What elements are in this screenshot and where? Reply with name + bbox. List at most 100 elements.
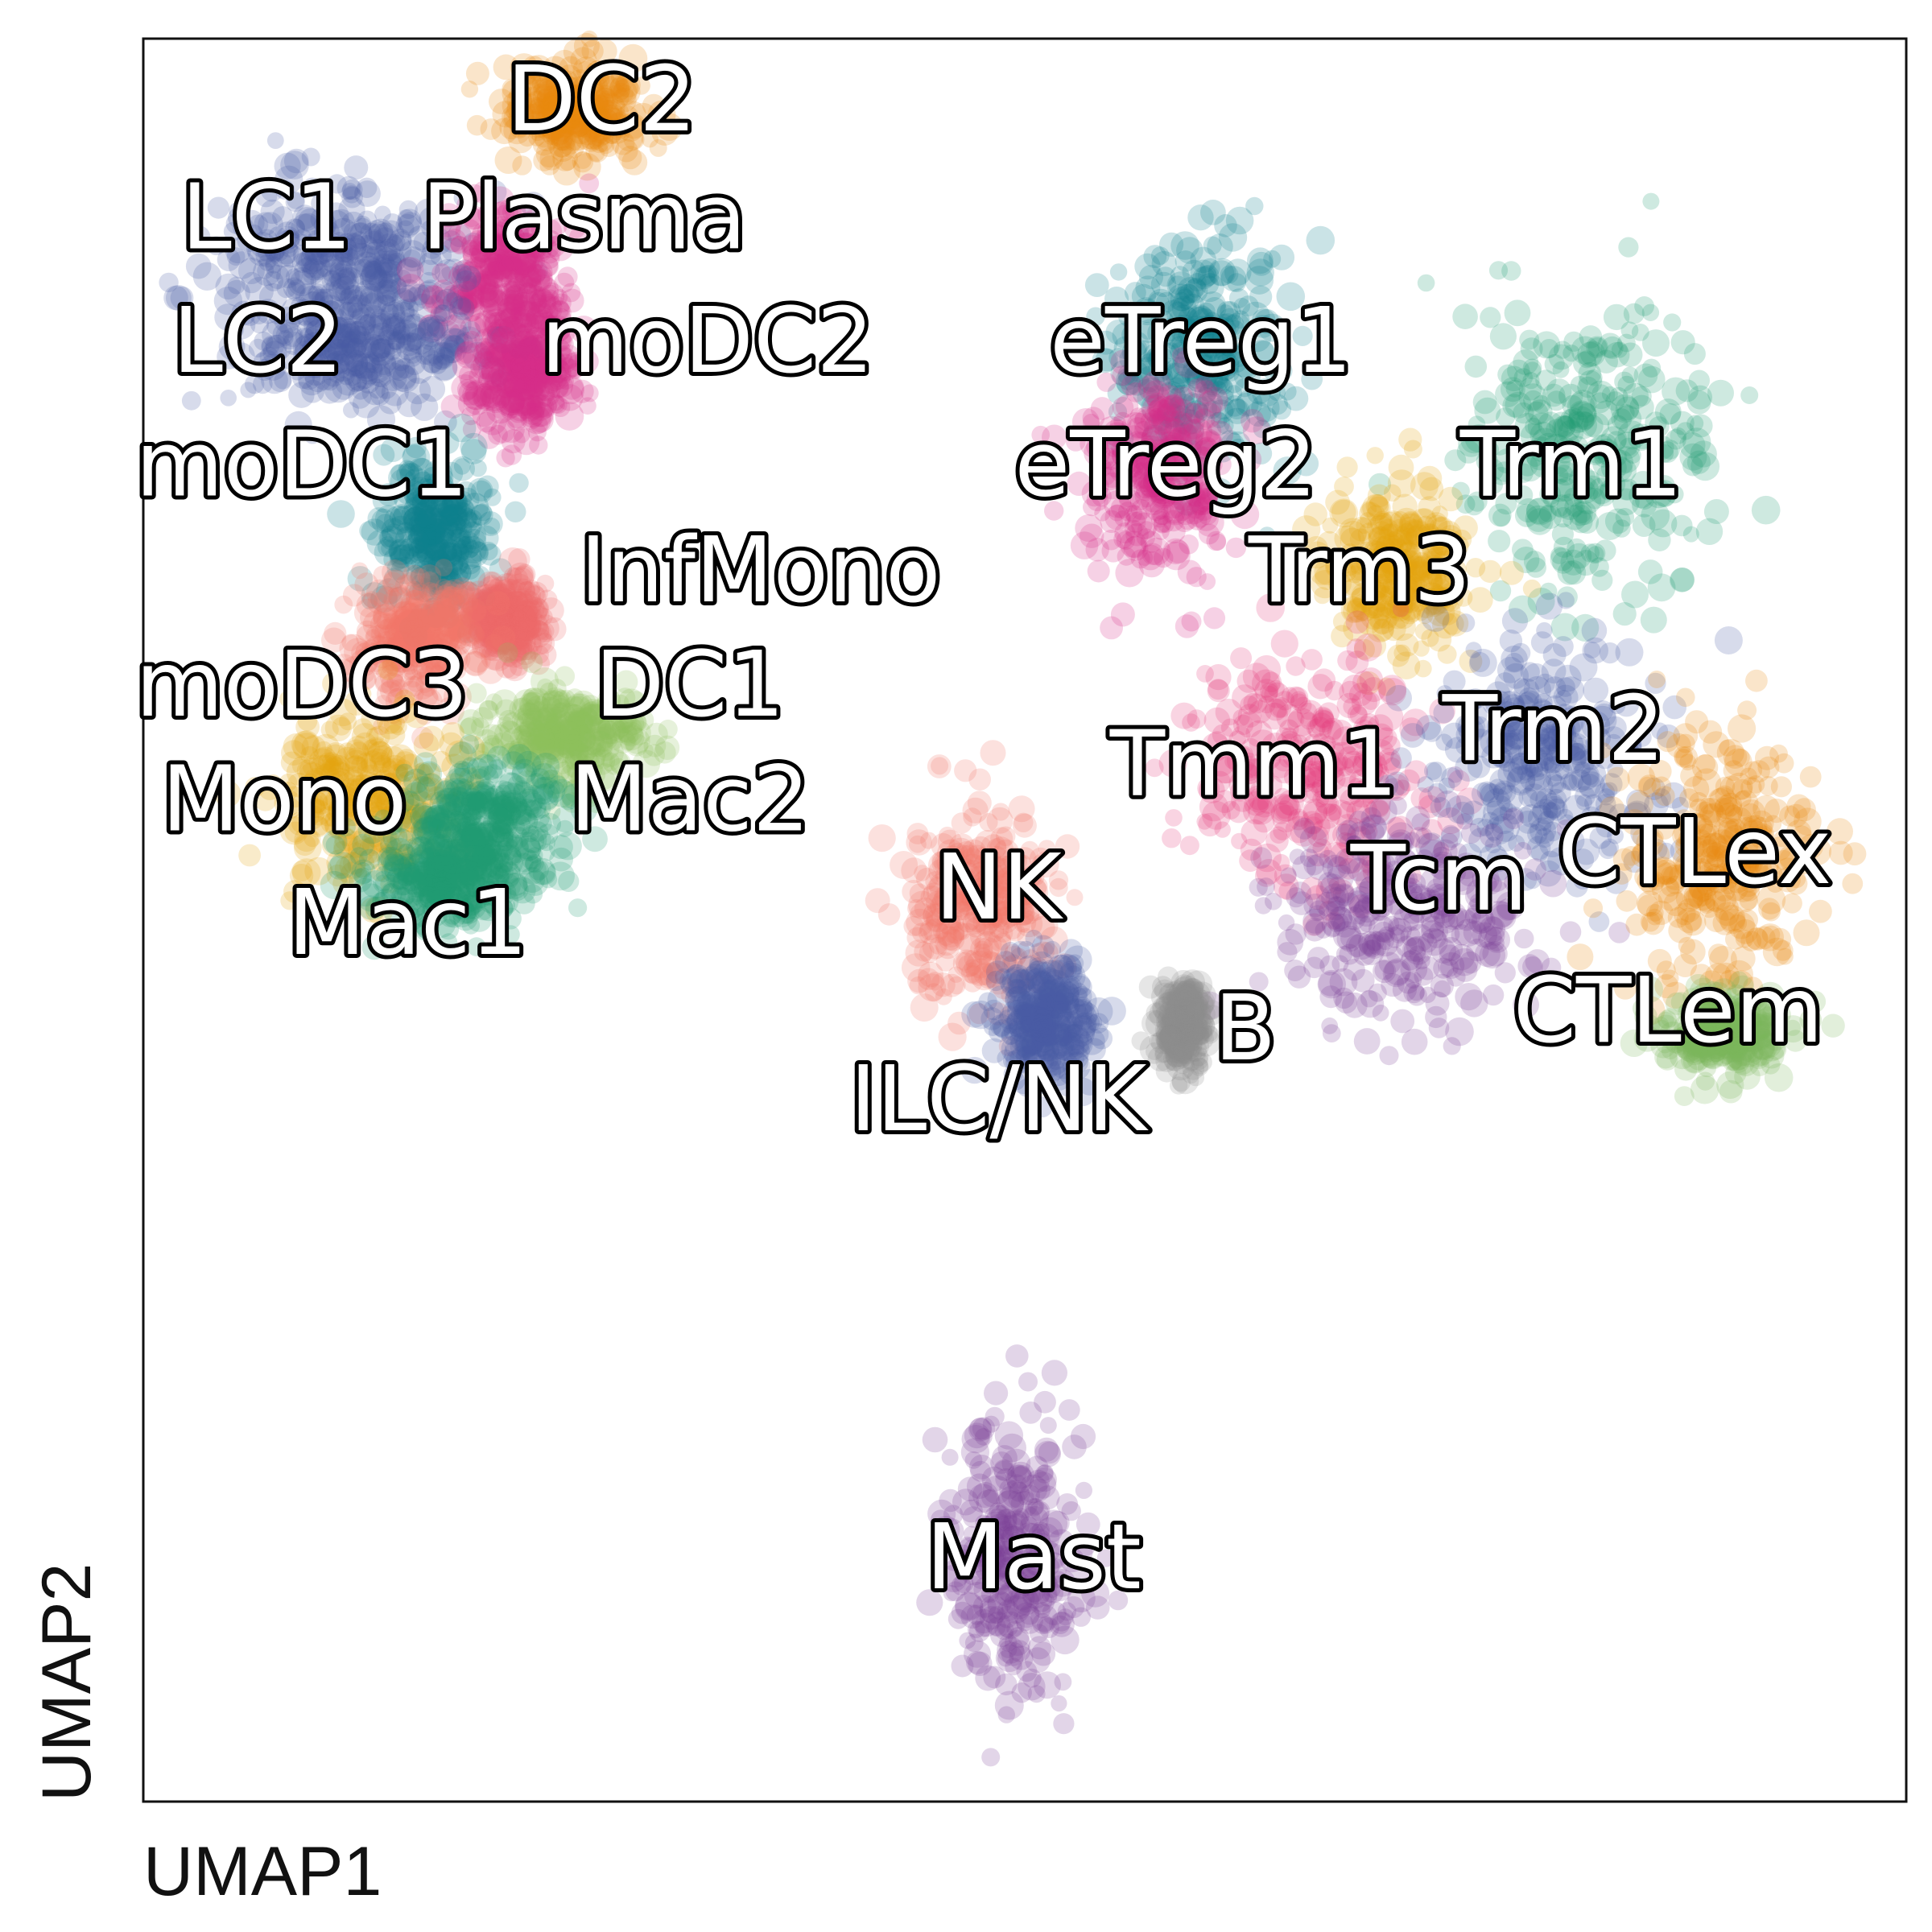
scatter-point: [287, 191, 305, 209]
scatter-point: [441, 237, 466, 262]
scatter-point: [498, 301, 521, 324]
scatter-point: [395, 213, 420, 238]
scatter-point: [522, 314, 542, 334]
scatter-point: [354, 217, 372, 235]
scatter-point: [433, 302, 458, 327]
scatter-point: [268, 226, 287, 245]
scatter-point: [484, 253, 507, 277]
scatter-point: [373, 222, 399, 249]
scatter-point: [512, 245, 540, 273]
scatter-point: [294, 228, 312, 246]
scatter-point: [462, 265, 489, 292]
scatter-point: [387, 332, 407, 351]
scatter-point: [376, 278, 401, 303]
scatter-point: [540, 289, 559, 308]
scatter-point: [327, 174, 347, 194]
cluster-modc2-points: [440, 280, 599, 468]
scatter-point: [460, 234, 482, 256]
scatter-point: [592, 71, 610, 89]
scatter-point: [388, 360, 410, 382]
scatter-point: [365, 220, 389, 244]
scatter-point: [523, 277, 543, 296]
scatter-point: [527, 294, 547, 313]
scatter-point: [562, 716, 588, 741]
scatter-point: [541, 101, 564, 124]
scatter-point: [245, 224, 263, 242]
scatter-point: [439, 219, 461, 242]
scatter-point: [502, 285, 528, 312]
scatter-point: [239, 304, 261, 326]
scatter-point: [273, 238, 299, 265]
scatter-point: [479, 289, 501, 312]
scatter-point: [548, 109, 572, 133]
scatter-point: [529, 341, 550, 361]
scatter-point: [344, 352, 364, 373]
scatter-point: [378, 303, 399, 325]
scatter-point: [572, 108, 600, 135]
scatter-point: [334, 268, 357, 291]
scatter-point: [572, 119, 590, 138]
scatter-point: [520, 394, 541, 415]
scatter-point: [518, 251, 540, 273]
scatter-point: [345, 358, 364, 377]
scatter-point: [618, 146, 642, 170]
scatter-point: [486, 326, 509, 349]
scatter-point: [371, 338, 392, 359]
scatter-point: [293, 344, 312, 364]
scatter-point: [462, 341, 492, 371]
scatter-point: [400, 308, 421, 329]
scatter-point: [238, 209, 265, 237]
scatter-point: [536, 328, 559, 350]
scatter-point: [490, 344, 514, 368]
scatter-point: [380, 347, 403, 370]
scatter-point: [530, 288, 556, 315]
scatter-point: [275, 229, 300, 254]
scatter-point: [291, 253, 312, 273]
scatter-point: [398, 284, 419, 304]
scatter-point: [610, 79, 638, 106]
scatter-point: [288, 382, 315, 408]
scatter-point: [568, 114, 591, 138]
scatter-point: [343, 285, 363, 305]
scatter-point: [460, 315, 487, 342]
scatter-point: [549, 134, 576, 162]
scatter-point: [280, 229, 300, 250]
scatter-point: [303, 258, 326, 281]
scatter-point: [549, 122, 566, 139]
scatter-point: [512, 104, 535, 126]
scatter-point: [559, 90, 585, 117]
scatter-point: [341, 287, 357, 305]
scatter-point: [368, 223, 389, 244]
scatter-point: [392, 302, 415, 324]
scatter-point: [503, 377, 523, 397]
scatter-point: [564, 109, 592, 137]
scatter-point: [570, 47, 597, 74]
scatter-point: [341, 341, 368, 368]
scatter-point: [504, 253, 521, 270]
scatter-point: [1522, 579, 1542, 598]
scatter-point: [301, 261, 319, 279]
scatter-point: [299, 291, 325, 317]
scatter-point: [535, 108, 559, 132]
scatter-point: [585, 83, 606, 103]
scatter-point: [358, 361, 376, 379]
scatter-point: [577, 126, 597, 146]
scatter-point: [496, 289, 524, 317]
scatter-point: [368, 269, 394, 295]
scatter-point: [368, 221, 394, 248]
scatter-point: [516, 246, 538, 268]
scatter-point: [341, 330, 369, 357]
scatter-point: [504, 215, 530, 242]
scatter-point: [554, 272, 575, 293]
scatter-point: [559, 154, 576, 171]
scatter-point: [296, 213, 320, 237]
scatter-point: [586, 107, 613, 135]
scatter-point: [475, 309, 502, 336]
scatter-point: [371, 352, 397, 378]
scatter-point: [265, 250, 294, 280]
scatter-point: [408, 293, 438, 323]
scatter-point: [446, 312, 472, 337]
scatter-point: [439, 335, 467, 363]
scatter-point: [525, 55, 552, 82]
scatter-point: [373, 247, 401, 276]
